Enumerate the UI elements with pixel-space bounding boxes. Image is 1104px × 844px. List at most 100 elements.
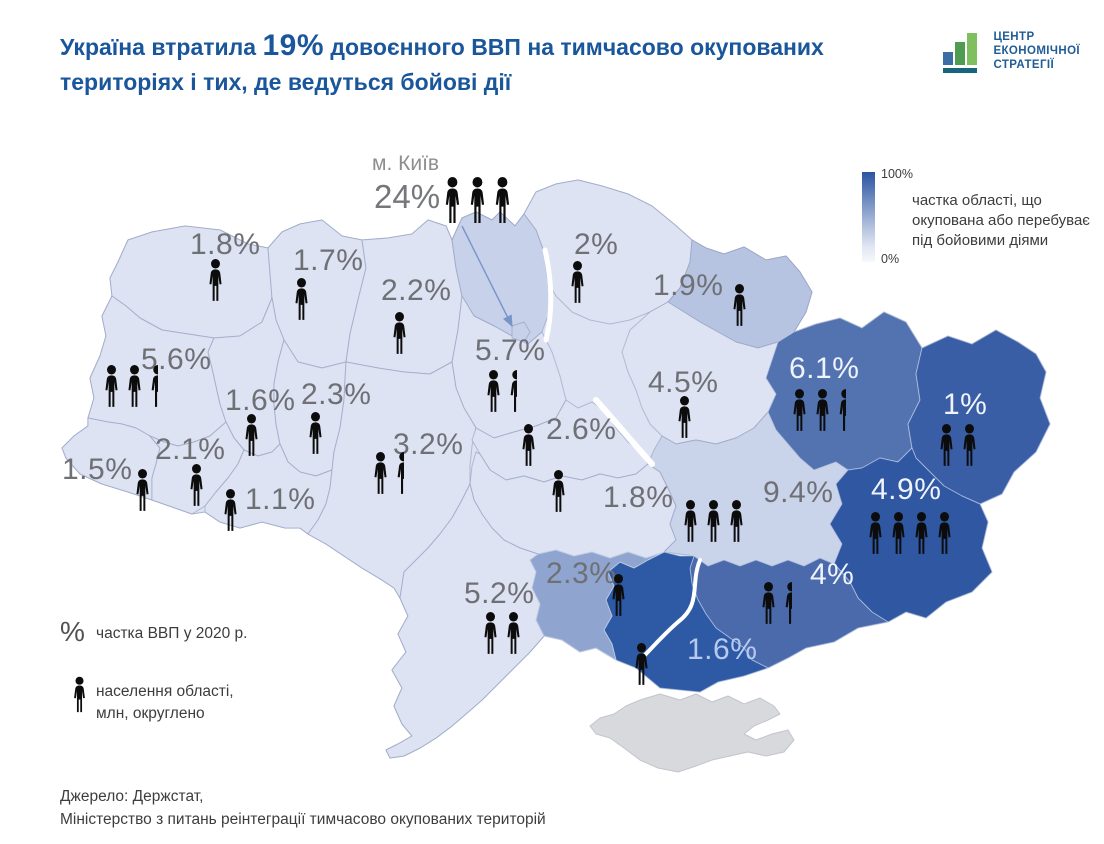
pct-label-vinnytsia: 3.2% [393,428,464,461]
source-note: Джерело: Держстат, Міністерство з питань… [60,788,546,828]
person-icon [938,512,951,554]
pct-label-rivne: 1.7% [293,244,364,277]
half-person-icon [839,389,846,431]
person-icon [484,612,497,654]
person-icon [552,470,565,512]
population-icons-cherkasy [519,424,538,466]
person-icon [793,389,806,431]
scale-max-label: 100% [881,167,913,181]
pct-label-sumy: 1.9% [653,269,724,302]
kyiv-arrow [461,225,513,328]
population-icons-kyiv-city [442,177,513,223]
pct-label-kirovohrad: 1.8% [603,481,674,514]
person-icon [707,500,720,542]
population-icons-vinnytsia [371,452,404,494]
pct-label-chernihiv: 2% [574,228,619,261]
population-icons-zaporizhzhia [759,582,792,624]
pct-label-mykolaiv: 2.3% [546,557,617,590]
person-icon [571,261,584,303]
person-icon [507,612,520,654]
person-icon [128,365,141,407]
title-part1: Україна втратила [60,34,263,60]
kyiv-city-name: м. Київ [372,152,440,175]
person-key-icon [74,676,85,713]
half-person-icon [510,370,517,412]
population-icons-kyiv-oblast [484,370,517,412]
person-icon [374,452,387,494]
pct-label-odesa: 5.2% [464,577,535,610]
pct-label-donetsk: 4.9% [871,473,942,506]
pct-label-poltava: 4.5% [648,366,719,399]
region-luhansk [907,329,1051,505]
pct-label-lviv: 5.6% [141,343,212,376]
population-icons-volyn [206,259,225,301]
kyiv-city-pct: 24% [374,178,441,215]
region-crimea [589,693,795,773]
population-icons-sumy [730,284,749,326]
person-icon [105,365,118,407]
title-line2: територіях і тих, де ведуться бойові дії [60,69,512,95]
scale-min-label: 0% [881,252,900,266]
half-person-icon [785,582,792,624]
population-icons-khmelnytskyi [306,412,325,454]
pct-label-cherkasy: 2.6% [546,413,617,446]
page-title: Україна втратила 19% довоєнного ВВП на т… [60,28,920,100]
person-icon [295,278,308,320]
pct-label-luhansk: 1% [943,388,988,421]
percent-key-icon: % [60,616,85,647]
region-mykolaiv [529,549,665,661]
person-icon [190,464,203,506]
person-icon [224,489,237,531]
pct-label-kyiv-oblast: 5.7% [475,334,546,367]
person-icon [915,512,928,554]
pct-label-chernivtsi: 1.1% [245,483,316,516]
population-icons-ivano-frankivsk [187,464,206,506]
pct-label-zhytomyr: 2.2% [381,274,452,307]
person-icon [892,512,905,554]
population-icons-zhytomyr [390,312,409,354]
kremenchuk-reservoir [593,397,655,467]
dnieper-river-kyiv [542,247,554,343]
person-icon [762,582,775,624]
population-icons-mykolaiv [609,574,628,616]
person-icon [612,574,625,616]
person-icon [730,500,743,542]
person-icon [136,469,149,511]
person-icon [209,259,222,301]
population-icons-chernihiv [568,261,587,303]
occupation-scale-gradient [862,172,875,262]
region-donetsk [829,447,993,623]
population-icons-poltava [675,396,694,438]
pct-label-kharkiv: 6.1% [789,352,860,385]
population-icons-kirovohrad [549,470,568,512]
person-icon [678,396,691,438]
pct-label-ivano-frankivsk: 2.1% [155,433,226,466]
pct-label-dnipropetrovsk: 9.4% [763,476,834,509]
pct-label-kherson: 1.6% [687,633,758,666]
population-icons-lviv [102,365,158,407]
population-icons-ternopil [242,414,261,456]
pct-label-volyn: 1.8% [190,228,261,261]
person-icon [245,414,258,456]
logo-text: ЦЕНТР ЕКОНОМІЧНОЇ СТРАТЕГІЇ [993,31,1080,71]
person-icon [495,177,509,223]
ces-logo: ЦЕНТР ЕКОНОМІЧНОЇ СТРАТЕГІЇ [940,28,1080,74]
pct-label-zaporizhzhia: 4% [810,558,855,591]
percent-key-label: частка ВВП у 2020 р. [96,625,248,642]
half-person-icon [397,452,404,494]
pct-label-ternopil: 1.6% [225,384,296,417]
person-icon [733,284,746,326]
population-icons-zakarpattia [133,469,152,511]
dnieper-river-south [638,558,702,662]
scale-caption: частка області, що окупована або перебув… [912,192,1090,249]
half-person-icon [151,365,158,407]
person-icon [309,412,322,454]
bar-chart-logo-icon [943,33,978,73]
person-icon [816,389,829,431]
person-icon [635,643,648,685]
person-key-label: населення області, млн, округлено [96,683,234,722]
title-part2: довоєнного ВВП на тимчасово окупованих [324,34,824,60]
region-kyiv-city [511,321,531,343]
person-icon [445,177,460,223]
person-icon [684,500,697,542]
